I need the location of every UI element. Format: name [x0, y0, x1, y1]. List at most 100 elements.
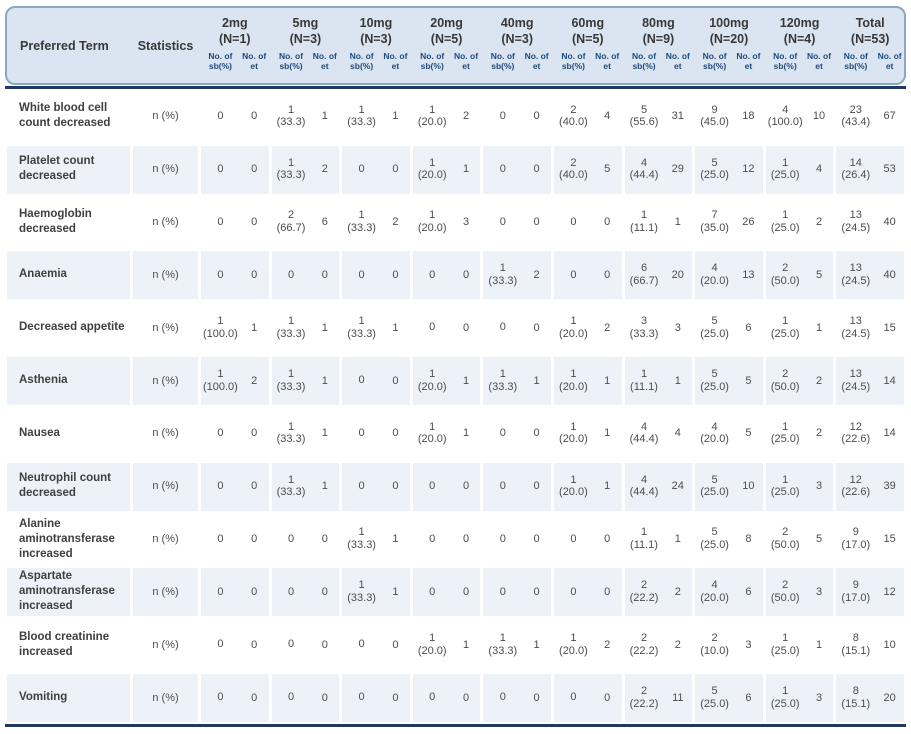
dose-group-header-10mg: 10mg (N=3) No. of sb(%) No. of et: [342, 8, 410, 83]
subjects-value: 0: [429, 585, 436, 598]
subjects-value: 0: [358, 479, 365, 492]
events-value: 3: [815, 691, 823, 704]
subjects-value: 2 (22.2): [629, 684, 659, 710]
dose-cell-5mg: 1 (33.3) 1: [271, 354, 340, 407]
events-value: 0: [321, 691, 328, 704]
preferred-term-cell: Asthenia: [7, 354, 130, 407]
subjects-value: 4 (20.0): [700, 420, 729, 446]
dose-cell-100mg: 5 (25.0) 8: [695, 513, 763, 566]
subjects-value: 5 (25.0): [700, 473, 729, 499]
events-subheader: No. of et: [736, 51, 761, 72]
table-row: Aspartate aminotransferase increased n (%…: [5, 565, 906, 619]
events-value: 1: [462, 163, 470, 176]
events-value: 4: [815, 163, 823, 176]
events-value: 5: [815, 533, 823, 546]
dose-cell-total: 8 (15.1) 10: [836, 618, 904, 671]
dose-group-header-80mg: 80mg (N=9) No. of sb(%) No. of et: [625, 8, 693, 83]
dose-label: 80mg: [642, 16, 675, 30]
events-value: 13: [742, 268, 755, 281]
events-subheader: No. of et: [453, 51, 479, 72]
subjects-value: 2 (40.0): [559, 103, 588, 129]
n-count-label: (N=5): [430, 31, 463, 46]
dose-cell-total: 13 (24.5) 40: [836, 248, 904, 302]
events-value: 10: [883, 638, 896, 651]
dose-label: 40mg: [500, 16, 534, 30]
dose-group-header-total: Total (N=53) No. of sb(%) No. of et: [836, 8, 904, 83]
n-count-label: (N=53): [850, 31, 890, 46]
events-value: 2: [674, 638, 681, 651]
subjects-value: 1 (33.3): [347, 103, 376, 129]
events-subheader: No. of et: [383, 51, 408, 72]
dose-cell-5mg: 2 (66.7) 6: [272, 196, 340, 249]
subjects-value: 0: [499, 479, 506, 492]
subjects-value: 5 (25.0): [700, 156, 729, 182]
subjects-value: 1 (20.0): [417, 367, 447, 393]
subjects-value: 0: [499, 427, 506, 440]
events-value: 0: [251, 638, 258, 651]
subjects-value: 0: [358, 691, 365, 704]
preferred-term-cell: Alanine aminotransferase increased: [19, 517, 115, 560]
events-value: 1: [462, 638, 470, 651]
events-subheader: No. of et: [242, 51, 267, 72]
table-row: Alanine aminotransferase increased n (%) 0…: [5, 513, 906, 566]
table-body: White blood cell count decreased n (%) 0 0 1…: [5, 90, 906, 724]
events-value: 1: [674, 374, 681, 387]
dose-label: Total: [855, 16, 885, 30]
subjects-value: 0: [499, 585, 506, 598]
preferred-term-cell: Blood creatinine increased: [19, 630, 110, 658]
subjects-value: 1 (33.3): [488, 632, 518, 657]
events-value: 0: [392, 374, 399, 387]
statistics-cell: n (%): [133, 354, 198, 407]
events-value: 2: [815, 427, 823, 440]
subjects-value: 0: [358, 374, 365, 387]
subjects-value: 1 (33.3): [276, 315, 306, 340]
dose-cell-80mg: 2 (22.2) 2: [625, 618, 693, 671]
dose-cell-total: 12 (22.6) 39: [836, 459, 904, 513]
events-value: 1: [321, 110, 328, 123]
subjects-value: 13 (24.5): [841, 262, 871, 287]
subjects-value: 5 (25.0): [700, 367, 729, 393]
subjects-value: 0: [499, 215, 506, 228]
subjects-value: 0: [570, 268, 577, 281]
subjects-value: 1 (25.0): [770, 156, 800, 182]
subjects-value: 1 (20.0): [417, 420, 447, 446]
preferred-term-cell: Vomiting: [7, 671, 130, 724]
events-value: 0: [251, 216, 258, 229]
statistics-cell: n (%): [152, 321, 179, 334]
events-value: 0: [392, 163, 399, 176]
events-value: 0: [604, 691, 611, 704]
subheader-row: No. of sb(%) No. of et: [272, 51, 340, 71]
dose-cell-100mg: 7 (35.0) 26: [695, 196, 763, 249]
preferred-term-cell: Aspartate aminotransferase increased: [7, 565, 130, 619]
subjects-subheader: No. of sb(%): [773, 51, 798, 72]
n-count-label: (N=3): [501, 31, 533, 46]
dose-cell-120mg: 2 (50.0) 5: [766, 513, 834, 566]
table-row: Nausea n (%) 0 0 1 (33.3) 1 0 0 1 (20.0) 1 0 0 1 (20.0)…: [5, 407, 906, 460]
events-value: 4: [604, 110, 611, 123]
subjects-value: 2 (50.0): [770, 367, 800, 393]
dose-cell-5mg: 1 (33.3) 1: [271, 459, 340, 513]
statistics-cell: n (%): [133, 565, 198, 619]
dose-cell-total: 9 (17.0) 12: [836, 565, 904, 619]
subheader-row: No. of sb(%) No. of et: [625, 51, 693, 71]
events-value: 1: [462, 374, 470, 387]
subjects-value: 9 (17.0): [841, 579, 871, 604]
dose-cell-80mg: 1 (11.1) 1: [625, 196, 693, 249]
subjects-value: 1 (20.0): [559, 632, 588, 657]
events-value: 0: [251, 691, 258, 704]
subjects-value: 0: [358, 638, 365, 651]
events-value: 0: [321, 638, 328, 651]
events-value: 67: [883, 110, 896, 123]
statistics-cell: n (%): [133, 459, 198, 513]
dose-cell-100mg: 2 (10.0) 3: [695, 618, 763, 671]
events-value: 0: [604, 268, 611, 281]
table-row: Platelet count decreased n (%) 0 0 1 (33.3) 2 0…: [5, 142, 906, 196]
dose-cell-10mg: 1 (33.3) 2: [342, 196, 410, 249]
